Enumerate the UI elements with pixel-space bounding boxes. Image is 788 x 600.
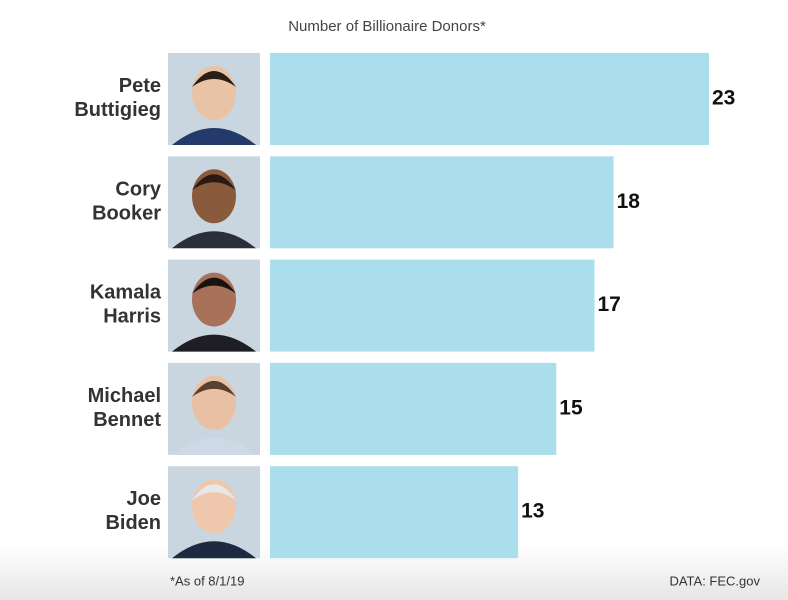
bar <box>270 156 614 249</box>
photo-hair <box>192 484 236 501</box>
category-label: Joe Biden <box>105 488 161 534</box>
category-label: Pete Buttigieg <box>74 75 161 121</box>
photo <box>168 362 260 455</box>
value-label: 15 <box>559 396 583 419</box>
bar <box>270 53 709 145</box>
category-line: Biden <box>105 512 161 534</box>
category-label: Kamala Harris <box>90 282 162 328</box>
category-line: Buttigieg <box>74 99 161 121</box>
category-line: Cory <box>115 179 161 201</box>
category-line: Booker <box>92 203 161 225</box>
category-label: Michael Bennet <box>88 385 162 431</box>
photo <box>168 53 260 145</box>
photo <box>168 466 260 559</box>
value-label: 18 <box>617 190 641 213</box>
footnote: *As of 8/1/19 <box>170 573 244 588</box>
source: DATA: FEC.gov <box>669 573 760 588</box>
photo-hair <box>192 277 236 294</box>
category-line: Joe <box>127 488 161 510</box>
category-line: Bennet <box>93 409 161 431</box>
value-label: 13 <box>521 500 544 523</box>
photo-hair <box>192 174 236 191</box>
photo-body <box>172 334 256 352</box>
category-line: Kamala <box>90 282 162 304</box>
category-line: Pete <box>119 75 161 97</box>
category-label: Cory Booker <box>92 179 162 225</box>
photo <box>168 156 260 249</box>
photo-body <box>172 231 256 249</box>
photo-hair <box>192 71 236 87</box>
bar <box>270 466 519 559</box>
chart-title: Number of Billionaire Donors* <box>288 18 486 35</box>
photo-body <box>172 128 256 145</box>
bar <box>270 259 595 352</box>
bar <box>270 362 557 455</box>
category-line: Michael <box>88 385 161 407</box>
photo-body <box>172 437 256 455</box>
photo-body <box>172 541 256 559</box>
value-label: 17 <box>597 293 620 316</box>
photo-hair <box>192 380 236 397</box>
value-label: 23 <box>712 87 735 110</box>
photo <box>168 259 260 352</box>
category-line: Harris <box>103 306 161 328</box>
